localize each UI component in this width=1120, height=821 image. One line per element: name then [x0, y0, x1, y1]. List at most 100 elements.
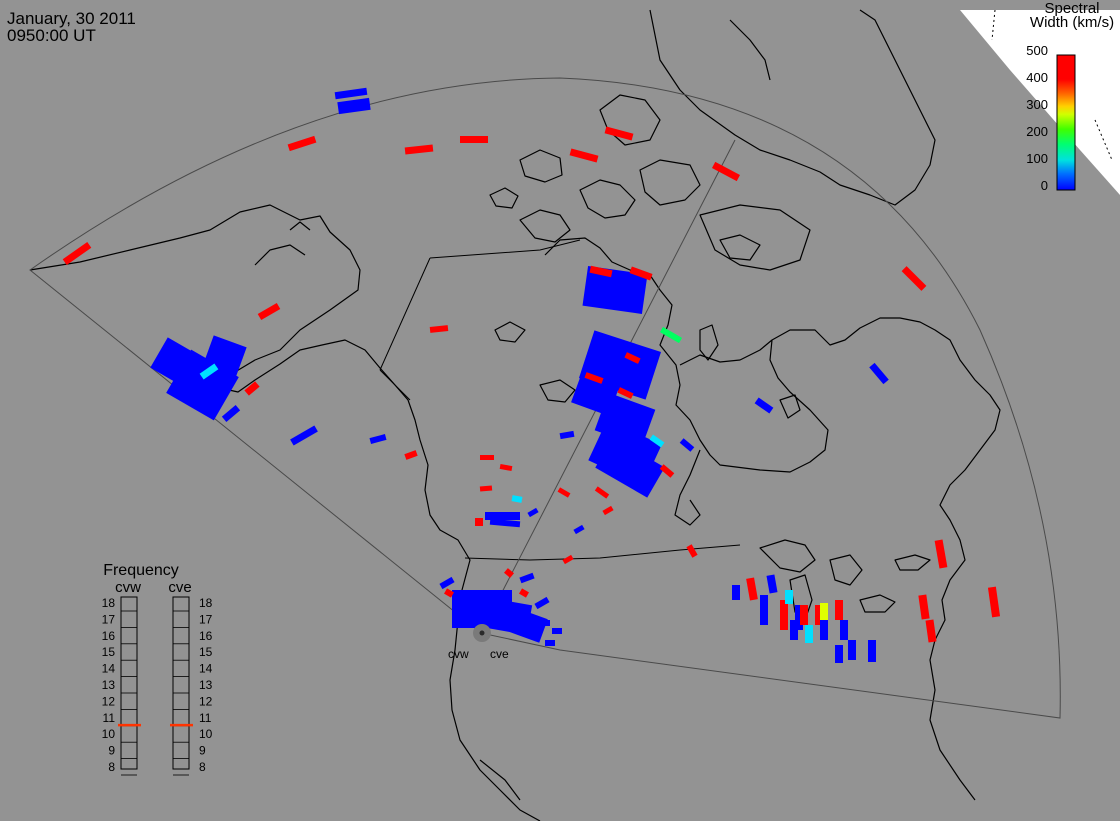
frequency-tick-label: 18	[102, 596, 116, 610]
terminator-line	[991, 9, 1113, 161]
scatter-cell	[679, 438, 695, 452]
scatter-cell	[918, 594, 930, 620]
colorbar: Spectral Width (km/s) 500 400 300 200 10…	[1026, 0, 1114, 193]
scatter-cell	[569, 148, 599, 163]
scatter-cell	[287, 135, 317, 152]
scatter-cell	[552, 628, 562, 634]
scatter-cell	[519, 572, 535, 584]
radar-label-cve: cve	[490, 647, 509, 661]
radar-label-cvw: cvw	[448, 647, 469, 661]
frequency-panel: Frequency cvw cve 18 18 17 17 16 16 15 15 14 14 13…	[102, 562, 213, 776]
scatter-cell	[649, 434, 665, 448]
scatter-cell	[540, 620, 550, 626]
frequency-tick-label: 17	[102, 612, 116, 626]
scatter-cell	[545, 640, 555, 646]
scatter-cell	[290, 425, 318, 446]
scatter-cell	[475, 518, 483, 526]
colorbar-tick-0: 0	[1041, 178, 1048, 193]
scatter-cell	[800, 605, 808, 625]
scatter-cell	[835, 600, 843, 620]
scatter-cell	[602, 505, 614, 516]
scatter-cell	[686, 544, 698, 558]
scatter-cell	[766, 574, 778, 594]
scatter-cell	[868, 640, 876, 662]
scatter-cell	[785, 590, 793, 604]
political-boundaries	[379, 239, 741, 561]
frequency-label-cve: cve	[168, 579, 191, 596]
scatter-cell	[815, 605, 823, 625]
scatter-cell	[244, 381, 260, 396]
frequency-tick-label: 13	[102, 678, 116, 692]
frequency-tick-label: 13	[199, 678, 213, 692]
scatter-cell	[489, 518, 521, 528]
scatter-cell	[485, 512, 520, 520]
date-label: January, 30 2011	[7, 9, 136, 28]
scatter-cell	[480, 455, 494, 460]
scatter-cell	[559, 430, 575, 440]
frequency-tick-label: 16	[199, 629, 213, 643]
colorbar-tick-100: 100	[1026, 151, 1048, 166]
scatter-cell	[711, 161, 741, 182]
scatter-cell	[790, 620, 798, 640]
scatter-cell	[534, 596, 550, 610]
scatter-cell	[780, 600, 788, 630]
scatter-cell	[582, 266, 648, 314]
scatter-cell	[584, 372, 604, 384]
scatter-cell	[199, 363, 219, 380]
scatter-cell	[198, 335, 247, 390]
scatter-cell	[62, 242, 92, 265]
scatter-cell	[732, 585, 740, 600]
coastlines	[29, 9, 1001, 821]
scatter-cell	[595, 437, 665, 498]
radar-site-dot	[479, 630, 485, 636]
scatter-cell	[629, 266, 653, 281]
frequency-tick-label: 9	[108, 744, 115, 758]
scatter-cell	[404, 144, 434, 155]
scatter-cell	[805, 625, 813, 643]
frequency-tick-label: 8	[108, 760, 115, 774]
scatter-cell	[499, 463, 513, 472]
scatter-cell	[404, 450, 418, 460]
scatter-cell	[760, 595, 768, 625]
frequency-tick-label: 11	[199, 711, 212, 725]
scatter-cell	[334, 87, 368, 100]
frequency-tick-label: 16	[102, 629, 116, 643]
frequency-tick-label: 12	[102, 694, 116, 708]
frequency-label-cvw: cvw	[115, 579, 141, 596]
scatter-cell	[848, 640, 856, 660]
scatter-cell	[840, 620, 848, 640]
frequency-tick-label: 15	[102, 645, 116, 659]
frequency-tick-label: 8	[199, 760, 206, 774]
scatter-cell	[504, 568, 514, 578]
frequency-tick-label: 14	[199, 662, 213, 676]
colorbar-tick-400: 400	[1026, 70, 1048, 85]
scatter-cell	[835, 645, 843, 663]
radar-sites: cvw cve	[448, 624, 509, 661]
colorbar-title-line1: Spectral	[1044, 0, 1099, 17]
scatter-cell	[659, 326, 683, 344]
daylight-region	[960, 10, 1120, 195]
frequency-tick-label: 15	[199, 645, 213, 659]
scatter-cell	[820, 603, 828, 621]
scatter-cell	[746, 577, 758, 601]
scatter-cell	[869, 362, 889, 385]
colorbar-tick-500: 500	[1026, 43, 1048, 58]
frequency-tick-label: 10	[199, 727, 213, 741]
scatter-cell	[439, 576, 455, 590]
scatter-cell	[795, 605, 803, 630]
scatter-cells	[62, 87, 1001, 663]
frequency-tick-label: 11	[103, 711, 116, 725]
frequency-tick-label: 18	[199, 596, 213, 610]
scatter-cell	[594, 486, 610, 499]
scatter-cell	[511, 495, 523, 503]
scatter-cell	[901, 266, 927, 291]
scatter-cell	[573, 524, 585, 535]
frequency-bar-cvw	[120, 596, 138, 770]
time-label: 0950:00 UT	[7, 26, 96, 45]
frequency-tick-label: 17	[199, 612, 213, 626]
scatter-cell	[460, 136, 488, 143]
frequency-tick-label: 14	[102, 662, 116, 676]
scatter-cell	[492, 602, 548, 643]
colorbar-title-line2: Width (km/s)	[1030, 14, 1114, 31]
